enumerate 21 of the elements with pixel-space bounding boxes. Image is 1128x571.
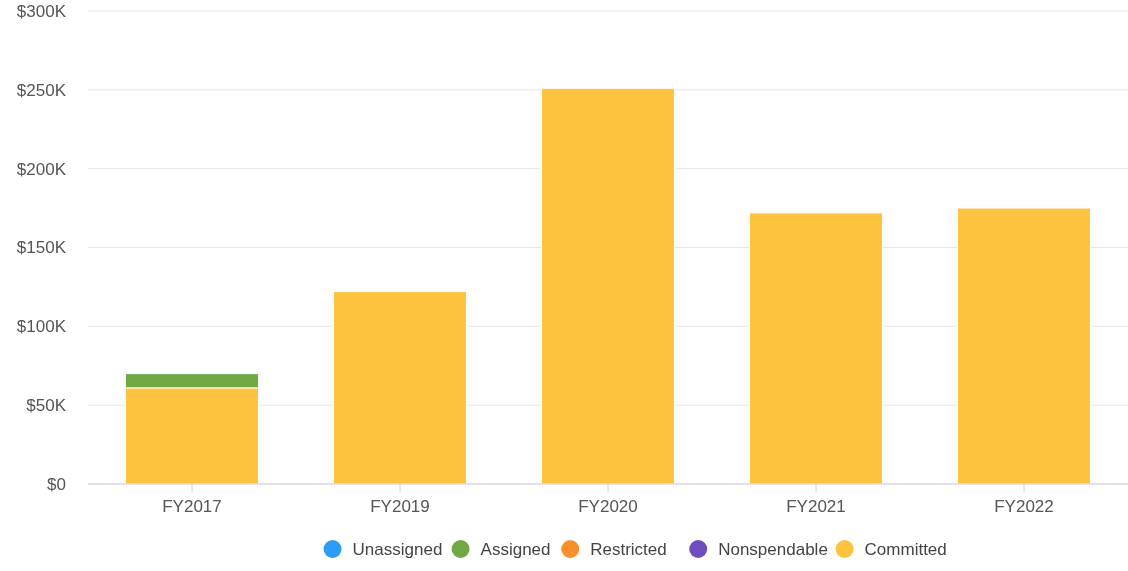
- x-tick-label: FY2022: [994, 497, 1054, 516]
- y-tick-label: $0: [47, 474, 66, 494]
- bar: [956, 207, 1092, 485]
- legend-label: Restricted: [590, 539, 667, 559]
- bar: [332, 291, 468, 485]
- bar: [748, 212, 884, 485]
- x-tick-label: FY2019: [370, 497, 430, 516]
- legend-label: Unassigned: [352, 539, 443, 559]
- y-tick-label: $50K: [26, 396, 67, 416]
- x-tick-label: FY2020: [578, 497, 638, 516]
- y-tick-label: $200K: [16, 159, 67, 179]
- legend-label: Nonspendable: [718, 539, 828, 559]
- legend-label: Committed: [864, 539, 947, 559]
- bar: [540, 87, 676, 485]
- y-tick-label: $150K: [16, 238, 67, 258]
- legend-label: Assigned: [480, 539, 551, 559]
- x-tick-label: FY2017: [162, 497, 222, 516]
- y-tick-label: $300K: [16, 1, 67, 21]
- y-tick-label: $100K: [16, 317, 67, 337]
- x-tick-label: FY2021: [786, 497, 846, 516]
- y-tick-label: $250K: [16, 80, 67, 100]
